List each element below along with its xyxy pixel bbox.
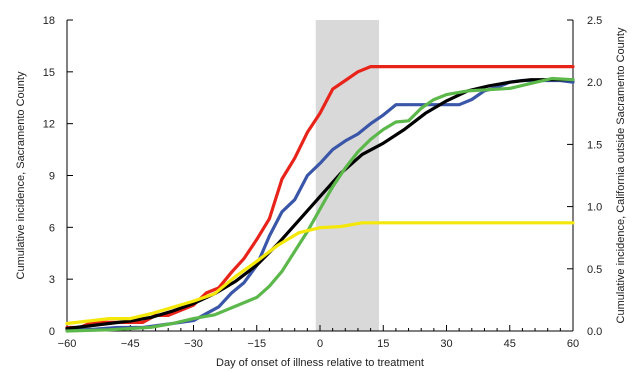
y-right-tick-label: 0.0 bbox=[587, 326, 602, 338]
x-tick-label: 15 bbox=[377, 338, 389, 350]
series-line-2 bbox=[65, 78, 575, 331]
y-left-tick-label: 18 bbox=[43, 15, 55, 27]
shaded-region-group bbox=[315, 20, 380, 331]
x-tick-label: 30 bbox=[440, 338, 452, 350]
treatment-period-shading bbox=[315, 20, 380, 331]
series-line-4 bbox=[65, 221, 575, 326]
y-left-tick-label: 6 bbox=[49, 222, 55, 234]
x-axis-title: Day of onset of illness relative to trea… bbox=[216, 357, 424, 369]
y-right-tick-label: 2.5 bbox=[587, 15, 602, 27]
y-axis-right-title: Cumulative incidence, California outside… bbox=[615, 27, 627, 323]
tick-labels-group: −60 −45 −30 −15 0 15 30 45 60 0 3 6 9 12 15 18 0.0 0.5 1.0… bbox=[43, 15, 603, 350]
y-left-tick-label: 12 bbox=[43, 119, 55, 131]
y-right-tick-label: 2.0 bbox=[587, 77, 602, 89]
series-group bbox=[65, 65, 575, 333]
x-tick-label: 0 bbox=[317, 338, 323, 350]
x-tick-label: 45 bbox=[504, 338, 516, 350]
y-left-tick-label: 0 bbox=[49, 326, 55, 338]
y-right-tick-label: 1.0 bbox=[587, 202, 602, 214]
x-tick-label: −30 bbox=[184, 338, 203, 350]
series-line-3 bbox=[65, 76, 575, 333]
y-left-tick-label: 3 bbox=[49, 274, 55, 286]
x-tick-label: 60 bbox=[567, 338, 579, 350]
x-tick-label: −15 bbox=[247, 338, 266, 350]
series-line-1 bbox=[65, 78, 575, 331]
y-right-tick-label: 1.5 bbox=[587, 139, 602, 151]
y-axis-left-title: Cumulative incidence, Sacramento County bbox=[15, 71, 27, 279]
x-tick-label: −60 bbox=[58, 338, 77, 350]
y-left-tick-label: 15 bbox=[43, 67, 55, 79]
y-left-tick-label: 9 bbox=[49, 171, 55, 183]
x-tick-label: −45 bbox=[121, 338, 140, 350]
y-right-tick-label: 0.5 bbox=[587, 264, 602, 276]
